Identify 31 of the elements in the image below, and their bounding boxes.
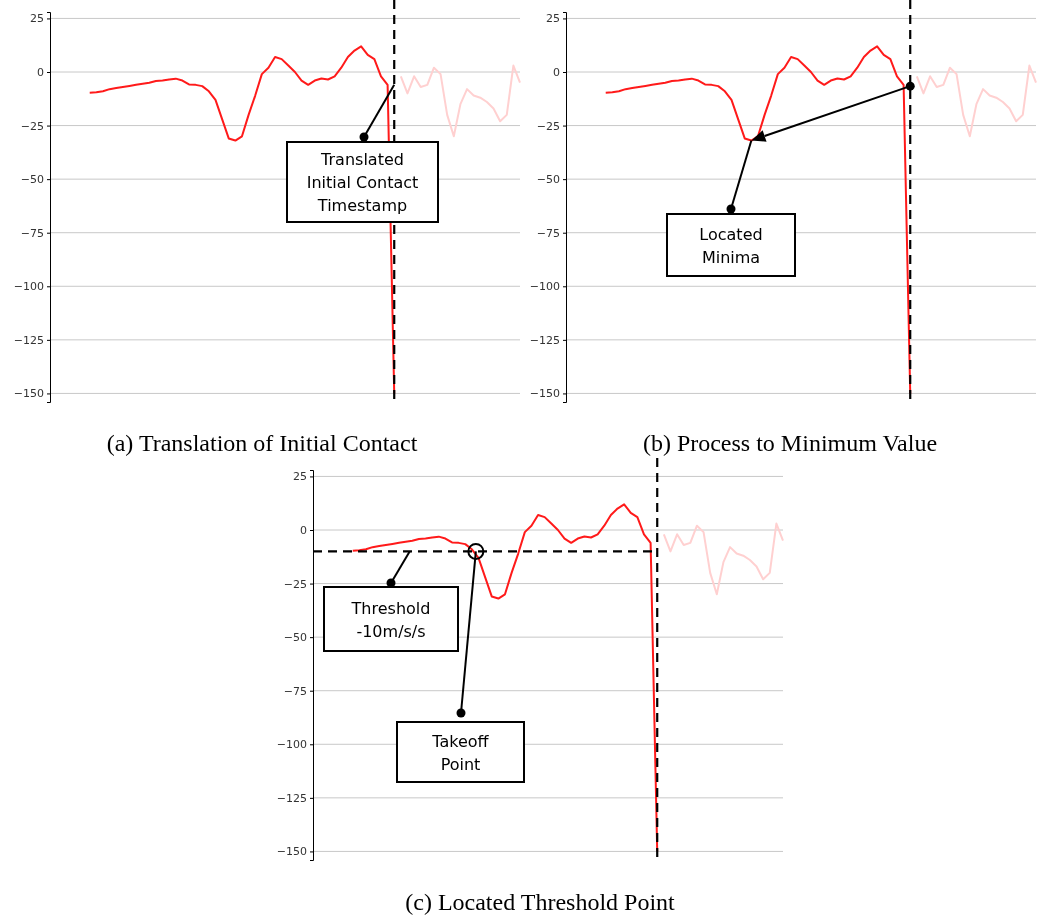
y-tick-label: 25 bbox=[293, 470, 307, 484]
y-tick-label: −25 bbox=[20, 119, 44, 133]
y-tick-label: −50 bbox=[20, 173, 44, 187]
annotation: Takeoff Point bbox=[431, 731, 490, 774]
y-tick-label: 25 bbox=[30, 12, 44, 26]
y-tick-label: −150 bbox=[276, 845, 307, 859]
y-tick-label: −25 bbox=[283, 577, 307, 591]
y-tick-label: 0 bbox=[553, 66, 560, 80]
text: (b) Process to Minimum Value bbox=[642, 430, 938, 456]
y-tick-label: −150 bbox=[13, 387, 44, 401]
y-tick-label: −50 bbox=[536, 173, 560, 187]
y-tick-label: −125 bbox=[13, 333, 44, 347]
y-tick-label: −150 bbox=[529, 387, 560, 401]
y-tick-label: −125 bbox=[276, 791, 307, 805]
y-tick-label: −75 bbox=[283, 684, 307, 698]
y-tick-label: −75 bbox=[536, 226, 560, 240]
text: (c) Located Threshold Point bbox=[405, 889, 676, 915]
text: (a) Translation of Initial Contact bbox=[106, 430, 418, 456]
y-tick-label: 25 bbox=[546, 12, 560, 26]
y-tick-label: −25 bbox=[536, 119, 560, 133]
y-tick-label: −75 bbox=[20, 226, 44, 240]
y-tick-label: 0 bbox=[300, 524, 307, 538]
y-tick-label: −100 bbox=[529, 280, 560, 294]
annotation: Located Minima bbox=[699, 224, 763, 267]
y-tick-label: −100 bbox=[13, 280, 44, 294]
y-tick-label: 0 bbox=[37, 66, 44, 80]
y-tick-label: −100 bbox=[276, 738, 307, 752]
annotation: Threshold -10m/s/s bbox=[350, 598, 431, 641]
y-tick-label: −125 bbox=[529, 333, 560, 347]
annotation: Translated Initial Contact Timestamp bbox=[306, 150, 419, 215]
y-tick-label: −50 bbox=[283, 631, 307, 645]
